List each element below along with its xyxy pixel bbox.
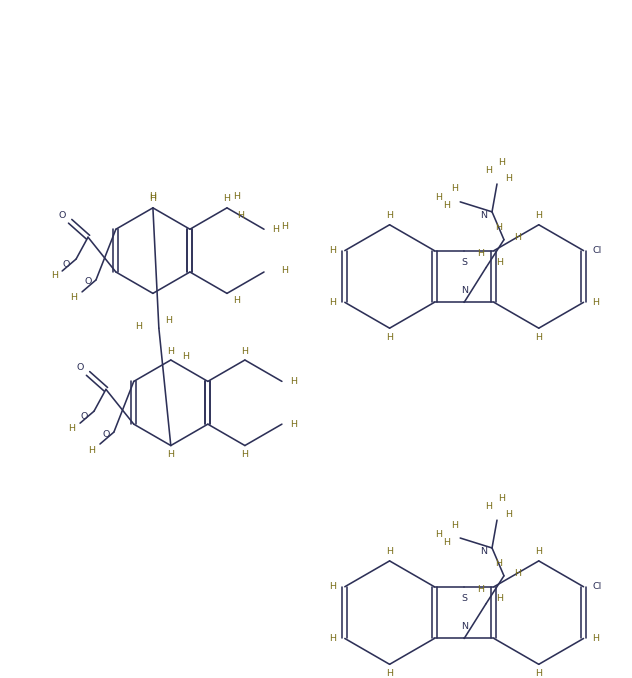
Text: O: O: [59, 211, 66, 220]
Text: H: H: [506, 174, 513, 182]
Text: H: H: [167, 346, 174, 355]
Text: H: H: [451, 184, 458, 193]
Text: N: N: [480, 547, 487, 557]
Text: Cl: Cl: [593, 582, 602, 591]
Text: H: H: [478, 585, 485, 594]
Text: H: H: [281, 266, 288, 275]
Text: H: H: [535, 669, 542, 678]
Text: N: N: [461, 622, 468, 631]
Text: H: H: [386, 669, 393, 678]
Text: H: H: [499, 494, 506, 503]
Text: H: H: [135, 321, 142, 331]
Text: H: H: [51, 271, 58, 281]
Text: H: H: [290, 377, 297, 386]
Text: H: H: [167, 450, 174, 459]
Text: H: H: [69, 424, 76, 433]
Text: H: H: [592, 634, 599, 643]
Text: H: H: [238, 212, 245, 220]
Text: O: O: [80, 412, 88, 420]
Text: H: H: [514, 233, 521, 242]
Text: N: N: [461, 286, 468, 295]
Text: H: H: [233, 193, 240, 201]
Text: O: O: [63, 260, 70, 268]
Text: S: S: [461, 594, 467, 603]
Text: H: H: [495, 559, 502, 568]
Text: H: H: [495, 223, 502, 233]
Text: H: H: [329, 246, 336, 255]
Text: H: H: [592, 298, 599, 307]
Text: O: O: [102, 430, 109, 439]
Text: H: H: [71, 294, 78, 302]
Text: H: H: [535, 212, 542, 220]
Text: H: H: [290, 420, 297, 428]
Text: O: O: [84, 277, 92, 286]
Text: H: H: [88, 445, 95, 454]
Text: H: H: [149, 195, 156, 203]
Text: H: H: [329, 634, 336, 643]
Text: H: H: [329, 298, 336, 307]
Text: H: H: [535, 333, 542, 342]
Text: H: H: [497, 258, 504, 267]
Text: H: H: [272, 224, 279, 234]
Text: Cl: Cl: [593, 246, 602, 255]
Text: H: H: [182, 351, 189, 361]
Text: H: H: [443, 201, 450, 210]
Text: H: H: [281, 222, 288, 231]
Text: H: H: [497, 594, 504, 603]
Text: H: H: [241, 450, 248, 459]
Text: H: H: [435, 193, 442, 203]
Text: H: H: [485, 165, 492, 174]
Text: H: H: [233, 296, 240, 305]
Text: H: H: [386, 333, 393, 342]
Text: N: N: [480, 212, 487, 220]
Text: H: H: [149, 193, 156, 201]
Text: H: H: [443, 538, 450, 546]
Text: H: H: [485, 502, 492, 511]
Text: S: S: [461, 258, 467, 267]
Text: H: H: [166, 316, 173, 325]
Text: H: H: [435, 530, 442, 538]
Text: H: H: [499, 157, 506, 167]
Text: H: H: [451, 521, 458, 530]
Text: H: H: [506, 510, 513, 519]
Text: H: H: [386, 547, 393, 557]
Text: H: H: [329, 582, 336, 591]
Text: H: H: [224, 195, 231, 203]
Text: H: H: [478, 249, 485, 258]
Text: O: O: [76, 363, 84, 372]
Text: H: H: [535, 547, 542, 557]
Text: H: H: [241, 346, 248, 355]
Text: H: H: [386, 212, 393, 220]
Text: H: H: [514, 570, 521, 578]
